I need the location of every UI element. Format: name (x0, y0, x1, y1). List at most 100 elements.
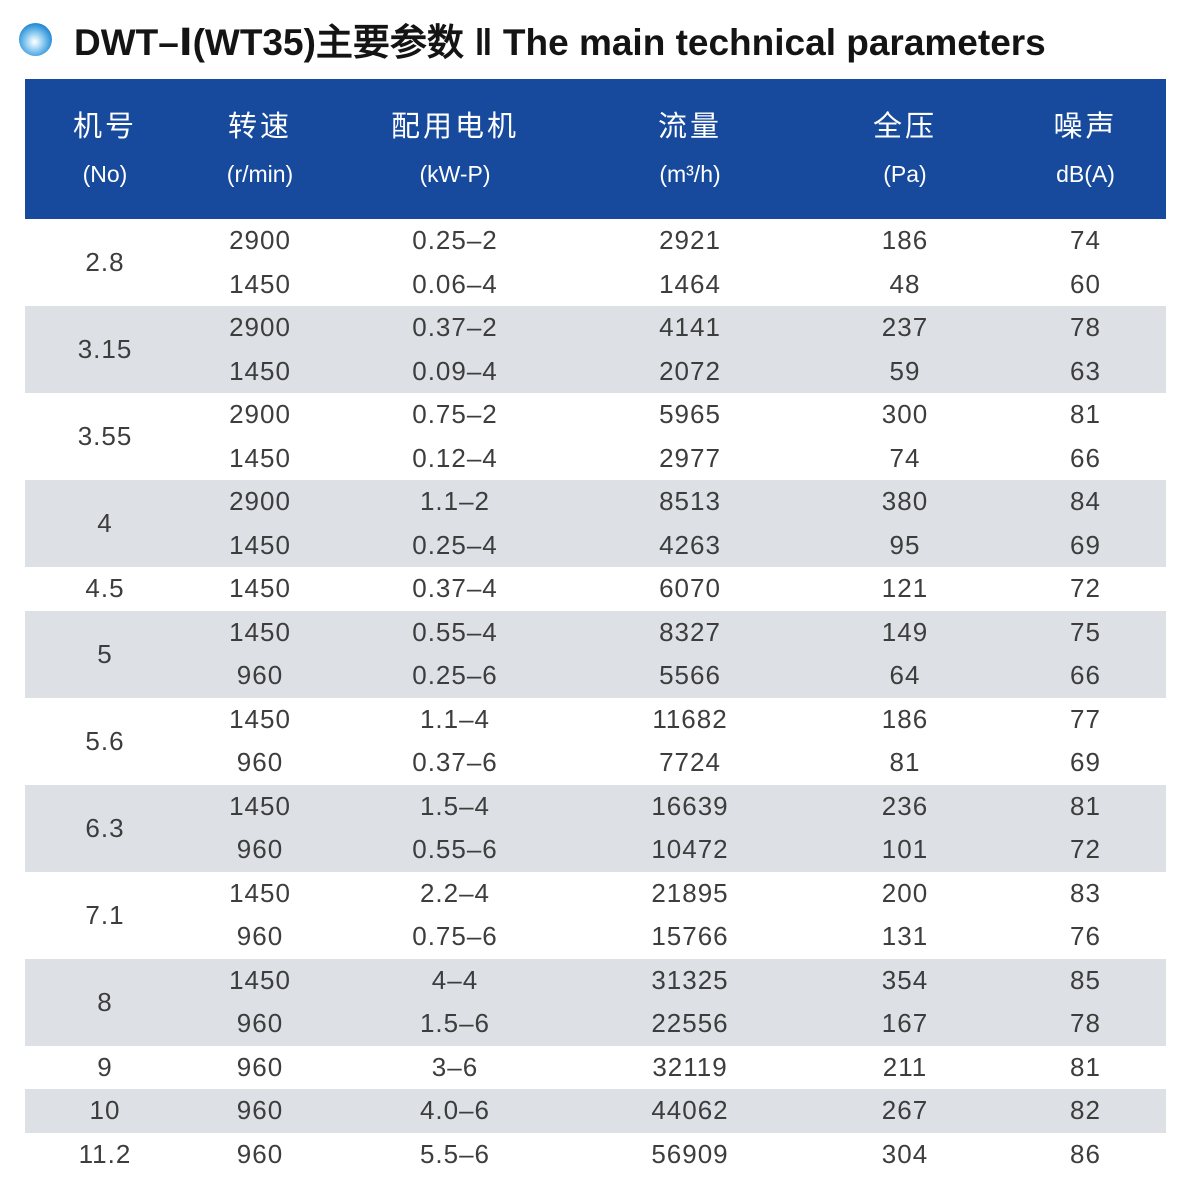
speed-cell: 1450 (185, 523, 335, 567)
pressure-cell: 48 (889, 268, 921, 299)
header-motor: 配用电机 (kW-P) (335, 79, 575, 219)
motor-cell: 0.09–4 (335, 349, 575, 393)
fan-size-cell: 8 (25, 958, 185, 1046)
motor-cell: 0.55–4 (335, 610, 575, 654)
blue-sphere-bullet-icon (19, 22, 52, 56)
table-row: 960 0.37–6 7724 81 69 (25, 741, 1166, 785)
flow-cell: 4141 (575, 306, 805, 350)
noise-cell: 63 (1005, 349, 1166, 393)
header-noise-unit: dB(A) (1056, 160, 1115, 187)
parameters-table-wrap: 机号 (No) 转速 (r/min) 配用电机 (kW-P) (25, 79, 1166, 1176)
flow-cell: 4263 (575, 523, 805, 567)
pressure-cell: 380 (805, 480, 1005, 524)
parameters-table: 机号 (No) 转速 (r/min) 配用电机 (kW-P) (25, 79, 1166, 1176)
noise-cell: 66 (1005, 654, 1166, 698)
header-pressure-zh: 全压 (872, 110, 937, 143)
motor-cell: 3–6 (431, 1051, 479, 1082)
noise-cell: 78 (1005, 1002, 1166, 1046)
table-row: 10 960 4.0–6 44062 267 82 (25, 1089, 1166, 1133)
motor-cell: 0.06–4 (412, 268, 498, 299)
fan-size-cell: 7.1 (85, 899, 125, 930)
pressure-cell: 186 (881, 703, 929, 734)
noise-cell: 78 (1005, 306, 1166, 350)
table-row: 3.55 2900 0.75–2 5965 300 81 (25, 393, 1166, 451)
pressure-cell: 59 (805, 349, 1005, 393)
pressure-cell: 64 (805, 654, 1005, 698)
table-row: 5 1450 0.55–4 8327 149 75 (25, 610, 1166, 698)
pressure-cell: 186 (881, 225, 929, 256)
table-row: 4.5 1450 0.37–4 6070 121 72 (25, 567, 1166, 611)
header-speed: 转速 (r/min) (185, 79, 335, 219)
pressure-cell: 300 (881, 399, 929, 430)
speed-cell: 1450 (229, 442, 291, 473)
fan-size-cell: 5.6 (85, 725, 125, 756)
pressure-cell: 131 (881, 921, 929, 952)
flow-cell: 21895 (651, 877, 729, 908)
table-body: 2.8 2900 0.25–2 2921 186 74 1450 0.06–4 1464 48 60… (25, 219, 1166, 1176)
header-motor-unit: (kW-P) (419, 160, 491, 187)
speed-cell: 2900 (229, 399, 291, 430)
table-row: 5.6 1450 1.1–4 11682 186 77 (25, 698, 1166, 756)
motor-cell: 0.25–6 (335, 654, 575, 698)
flow-cell: 32119 (652, 1051, 728, 1082)
pressure-cell: 211 (882, 1051, 928, 1082)
table-row: 11.2 960 5.5–6 56909 304 86 (25, 1133, 1166, 1177)
fan-size-cell: 4.5 (85, 573, 125, 604)
noise-cell: 81 (1005, 784, 1166, 828)
fan-size-cell: 11.2 (78, 1138, 132, 1169)
motor-cell: 5.5–6 (419, 1138, 491, 1169)
speed-cell: 1450 (185, 610, 335, 654)
pressure-cell: 200 (881, 877, 929, 908)
pressure-cell: 304 (881, 1138, 929, 1169)
pressure-cell: 236 (805, 784, 1005, 828)
speed-cell: 960 (236, 921, 284, 952)
noise-cell: 66 (1070, 442, 1101, 473)
flow-cell: 16639 (575, 784, 805, 828)
motor-cell: 4.0–6 (335, 1089, 575, 1133)
header-motor-zh: 配用电机 (390, 110, 519, 143)
table-header: 机号 (No) 转速 (r/min) 配用电机 (kW-P) (25, 79, 1166, 219)
header-flow: 流量 (m³/h) (575, 79, 805, 219)
noise-cell: 72 (1005, 828, 1166, 872)
pressure-cell: 81 (889, 747, 921, 778)
pressure-cell: 101 (805, 828, 1005, 872)
motor-cell: 0.25–2 (412, 225, 498, 256)
fan-size-cell: 9 (97, 1051, 113, 1082)
motor-cell: 1.5–6 (335, 1002, 575, 1046)
page-title: DWT–Ⅰ(WT35)主要参数 ‖ The main technical par… (74, 22, 1046, 63)
noise-cell: 76 (1070, 921, 1101, 952)
flow-cell: 2072 (575, 349, 805, 393)
header-speed-unit: (r/min) (226, 160, 294, 187)
noise-cell: 84 (1005, 480, 1166, 524)
noise-cell: 83 (1070, 877, 1101, 908)
table-row: 1450 0.25–4 4263 95 69 (25, 523, 1166, 567)
header-speed-zh: 转速 (227, 110, 292, 143)
speed-cell: 960 (236, 1051, 284, 1082)
motor-cell: 0.55–6 (335, 828, 575, 872)
fan-size-cell: 2.8 (85, 247, 125, 277)
motor-cell: 0.75–2 (412, 399, 498, 430)
motor-cell: 0.37–4 (412, 573, 498, 604)
flow-cell: 44062 (575, 1089, 805, 1133)
table-row: 1450 0.06–4 1464 48 60 (25, 263, 1166, 307)
fan-size-cell: 10 (25, 1089, 185, 1133)
table-row: 9 960 3–6 32119 211 81 (25, 1046, 1166, 1090)
speed-cell: 960 (185, 654, 335, 698)
speed-cell: 960 (185, 828, 335, 872)
title-row: DWT–Ⅰ(WT35)主要参数 ‖ The main technical par… (0, 0, 1191, 66)
speed-cell: 1450 (229, 703, 291, 734)
flow-cell: 2977 (659, 442, 721, 473)
table-row: 8 1450 4–4 31325 354 85 (25, 958, 1166, 1046)
flow-cell: 11682 (652, 703, 728, 734)
flow-cell: 8513 (575, 480, 805, 524)
speed-cell: 2900 (229, 225, 291, 256)
pressure-cell: 121 (881, 573, 929, 604)
flow-cell: 5566 (575, 654, 805, 698)
speed-cell: 1450 (185, 958, 335, 1002)
motor-cell: 0.75–6 (412, 921, 498, 952)
flow-cell: 6070 (659, 573, 721, 604)
header-fan-size: 机号 (No) (25, 79, 185, 219)
pressure-cell: 95 (805, 523, 1005, 567)
table-row: 960 0.55–6 10472 101 72 (25, 828, 1166, 872)
flow-cell: 15766 (651, 921, 729, 952)
